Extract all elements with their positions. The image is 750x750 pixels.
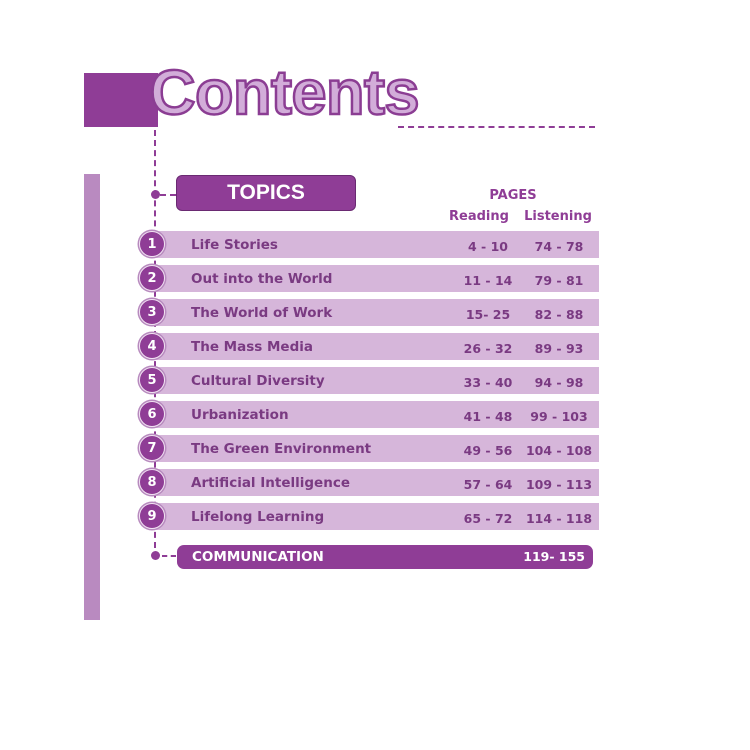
topic-row[interactable]	[156, 469, 599, 496]
listening-pages: 99 - 103	[530, 409, 588, 424]
reading-pages: 41 - 48	[463, 409, 513, 424]
topic-row[interactable]	[156, 367, 599, 394]
pages-header: PAGES	[489, 188, 537, 203]
topic-title: The Green Environment	[191, 441, 372, 457]
title-dashed-rule	[398, 126, 595, 128]
unit-number-badge: 8	[139, 469, 165, 495]
reading-pages: 4 - 10	[468, 239, 508, 254]
topics-connector-dot	[151, 190, 160, 199]
unit-number-badge: 6	[139, 401, 165, 427]
topic-row[interactable]	[156, 401, 599, 428]
reading-pages: 15- 25	[465, 307, 511, 322]
reading-pages: 49 - 56	[463, 443, 513, 458]
reading-pages: 57 - 64	[463, 477, 513, 492]
listening-pages: 89 - 93	[534, 341, 584, 356]
page-title: Contents	[149, 58, 421, 128]
unit-number-badge: 1	[139, 231, 165, 257]
listening-pages: 109 - 113	[525, 477, 593, 492]
topic-title: Lifelong Learning	[191, 509, 325, 525]
side-decor-bar	[84, 174, 100, 620]
listening-pages: 114 - 118	[525, 511, 593, 526]
communication-bar[interactable]: COMMUNICATION 119- 155	[177, 545, 593, 569]
unit-number-badge: 7	[139, 435, 165, 461]
listening-pages: 82 - 88	[534, 307, 584, 322]
topic-title: Cultural Diversity	[191, 373, 325, 389]
communication-label: COMMUNICATION	[192, 549, 324, 565]
unit-number-badge: 5	[139, 367, 165, 393]
reading-pages: 65 - 72	[463, 511, 513, 526]
unit-number-badge: 2	[139, 265, 165, 291]
topic-row[interactable]	[156, 333, 599, 360]
topic-title: Artificial Intelligence	[191, 475, 350, 491]
topic-title: The World of Work	[191, 305, 333, 321]
topics-connector-dash	[160, 194, 176, 196]
topics-heading: TOPICS	[176, 175, 356, 211]
listening-header: Listening	[524, 209, 592, 224]
topic-row[interactable]	[156, 435, 599, 462]
communication-connector-dot	[151, 551, 160, 560]
header-accent-block	[84, 73, 158, 127]
topic-title: Out into the World	[191, 271, 333, 287]
topic-title: The Mass Media	[191, 339, 313, 355]
reading-pages: 26 - 32	[463, 341, 513, 356]
listening-pages: 94 - 98	[534, 375, 584, 390]
topic-row[interactable]	[156, 299, 599, 326]
unit-number-badge: 9	[139, 503, 165, 529]
listening-pages: 104 - 108	[525, 443, 593, 458]
listening-pages: 79 - 81	[534, 273, 584, 288]
reading-header: Reading	[449, 209, 509, 224]
reading-pages: 11 - 14	[463, 273, 513, 288]
reading-pages: 33 - 40	[463, 375, 513, 390]
listening-pages: 74 - 78	[534, 239, 584, 254]
communication-connector-dash	[162, 555, 176, 557]
topic-title: Urbanization	[191, 407, 289, 423]
topic-row[interactable]	[156, 503, 599, 530]
topic-row[interactable]	[156, 231, 599, 258]
unit-number-badge: 3	[139, 299, 165, 325]
unit-number-badge: 4	[139, 333, 165, 359]
topic-row[interactable]	[156, 265, 599, 292]
communication-pages: 119- 155	[523, 549, 585, 564]
topic-title: Life Stories	[191, 237, 278, 253]
